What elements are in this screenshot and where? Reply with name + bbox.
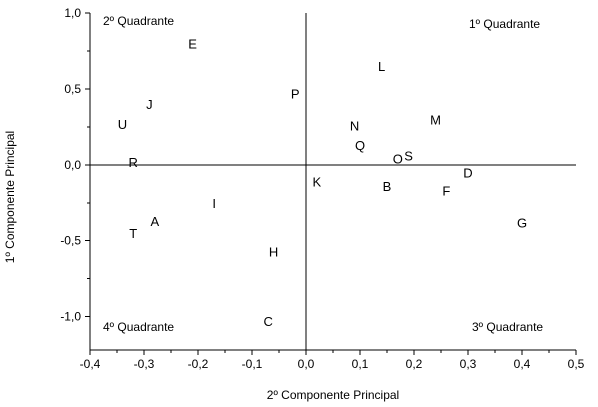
quadrant-label-3: 3º Quadrante	[472, 320, 543, 334]
quadrant-label-4: 4º Quadrante	[103, 320, 174, 334]
data-point-u: U	[118, 117, 127, 132]
x-tick-label: -0,4	[80, 357, 101, 371]
x-tick-label: 0,4	[514, 357, 531, 371]
x-axis: -0,4 -0,3 -0,2 -0,1 0,0 0,1 0,2 0,3 0,4 0,5	[80, 349, 585, 371]
data-point-i: I	[212, 196, 216, 211]
data-point-s: S	[404, 149, 413, 164]
y-tick-label: 1,0	[64, 6, 81, 20]
data-point-q: Q	[355, 138, 365, 153]
data-point-k: K	[312, 175, 321, 190]
x-tick-label: -0,3	[134, 357, 155, 371]
data-point-r: R	[129, 155, 138, 170]
data-point-n: N	[350, 118, 359, 133]
data-point-d: D	[463, 165, 472, 180]
x-axis-title: 2º Componente Principal	[267, 388, 399, 402]
x-tick-label: 0,3	[460, 357, 477, 371]
x-tick-label: 0,1	[352, 357, 369, 371]
data-point-h: H	[269, 244, 278, 259]
reference-lines	[90, 13, 576, 350]
x-tick-label: -0,2	[188, 357, 209, 371]
quadrant-labels: 2º Quadrante 1º Quadrante 4º Quadrante 3…	[103, 14, 543, 334]
quadrant-label-1: 1º Quadrante	[469, 17, 540, 31]
data-point-l: L	[378, 59, 385, 74]
y-axis: 1,0 0,5 0,0 -0,5 -1,0	[60, 6, 91, 350]
data-point-c: C	[264, 314, 273, 329]
x-tick-label: -0,1	[242, 357, 263, 371]
data-points: E L P J U M NQ O S R D K B F I A G T H C	[118, 36, 527, 329]
data-point-f: F	[442, 184, 450, 199]
data-point-t: T	[129, 226, 137, 241]
x-tick-label: 0,5	[568, 357, 585, 371]
y-tick-label: -1,0	[60, 310, 81, 324]
data-point-o: O	[393, 152, 403, 167]
y-tick-label: -0,5	[60, 234, 81, 248]
data-point-p: P	[291, 86, 300, 101]
x-tick-label: 0,0	[298, 357, 315, 371]
data-point-b: B	[383, 179, 392, 194]
data-point-e: E	[188, 36, 197, 51]
data-point-j: J	[146, 97, 153, 112]
x-tick-label: 0,2	[406, 357, 423, 371]
y-tick-label: 0,5	[64, 82, 81, 96]
data-point-g: G	[517, 215, 527, 230]
y-tick-label: 0,0	[64, 158, 81, 172]
quadrant-label-2: 2º Quadrante	[103, 14, 174, 28]
y-axis-title: 1º Componente Principal	[3, 131, 17, 263]
data-point-a: A	[150, 214, 159, 229]
data-point-m: M	[430, 112, 441, 127]
